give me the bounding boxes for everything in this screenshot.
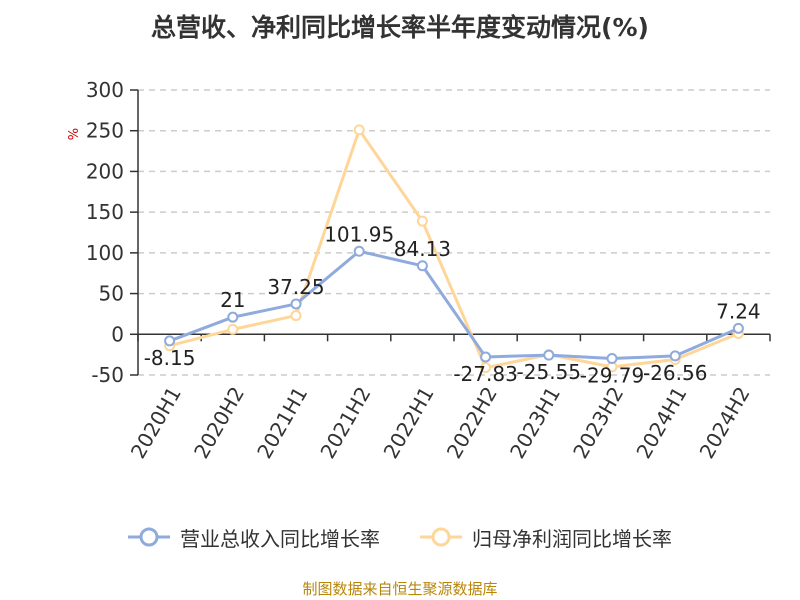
data-point-revenue	[480, 351, 492, 363]
data-point-revenue	[164, 335, 176, 347]
chart-title: 总营收、净利同比增长率半年度变动情况(%)	[151, 13, 649, 42]
data-point-revenue	[353, 245, 365, 257]
data-point-revenue	[732, 322, 744, 334]
x-tick-label: 2024H1	[631, 383, 691, 463]
data-point-profit	[416, 215, 428, 227]
data-point-profit	[353, 124, 365, 136]
data-label: -26.56	[643, 361, 707, 385]
legend-swatch-revenue	[128, 527, 170, 547]
data-label: -25.55	[517, 360, 581, 384]
x-tick-label: 2020H1	[126, 383, 186, 463]
data-label: 7.24	[716, 299, 761, 323]
legend-item-revenue[interactable]: 营业总收入同比增长率	[128, 523, 380, 552]
data-point-revenue	[416, 260, 428, 272]
data-point-revenue	[290, 298, 302, 310]
data-label: 37.25	[267, 275, 324, 299]
legend-label-revenue: 营业总收入同比增长率	[180, 526, 380, 551]
data-point-revenue	[606, 353, 618, 365]
data-label: -8.15	[144, 346, 196, 370]
data-point-revenue	[227, 311, 239, 323]
series-line-profit	[169, 128, 739, 370]
data-point-profit	[227, 323, 239, 335]
data-point-profit	[480, 362, 492, 374]
data-source: 制图数据来自恒生聚源数据库	[302, 580, 498, 598]
legend-label-profit: 归母净利润同比增长率	[472, 526, 672, 551]
y-tick-label: 200	[86, 159, 124, 183]
data-label: 21	[220, 288, 245, 312]
y-axis-label: %	[67, 128, 82, 140]
x-tick-label: 2021H1	[252, 383, 312, 463]
y-tick-label: 0	[111, 322, 124, 346]
y-tick-label: -50	[91, 363, 124, 387]
x-tick-label: 2022H2	[442, 382, 502, 462]
x-tick-label: 2023H1	[505, 383, 565, 463]
data-label: -27.83	[453, 362, 517, 386]
y-tick-label: 250	[86, 119, 124, 143]
legend: 营业总收入同比增长率 归母净利润同比增长率	[0, 522, 800, 552]
data-label: 84.13	[394, 237, 451, 261]
data-point-revenue	[669, 350, 681, 362]
y-tick-label: 150	[86, 200, 124, 224]
data-point-revenue	[543, 349, 555, 361]
x-tick-label: 2021H2	[315, 383, 375, 463]
data-point-profit	[290, 310, 302, 322]
y-tick-label: 300	[86, 78, 124, 102]
x-tick-label: 2023H2	[568, 383, 628, 463]
series-line-revenue	[169, 249, 739, 361]
y-tick-label: 50	[99, 282, 124, 306]
data-label: 101.95	[324, 222, 394, 246]
legend-swatch-profit	[420, 527, 462, 547]
x-tick-label: 2024H2	[695, 383, 755, 463]
data-label: -29.79	[580, 364, 644, 388]
x-tick-label: 2022H1	[379, 383, 439, 463]
legend-item-profit[interactable]: 归母净利润同比增长率	[420, 523, 672, 552]
y-tick-label: 100	[86, 241, 124, 265]
x-tick-label: 2020H2	[189, 383, 249, 463]
